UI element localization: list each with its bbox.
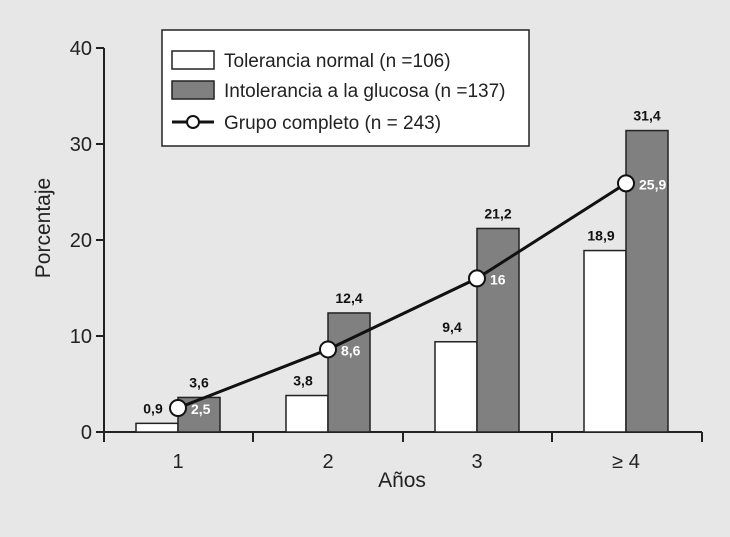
- bar-normal: [135, 422, 179, 433]
- y-tick-label: 30: [70, 134, 92, 156]
- y-axis-title: Porcentaje: [32, 178, 55, 278]
- bars: [135, 129, 669, 433]
- bar-normal: [285, 394, 329, 433]
- line-point-grupo: [319, 340, 337, 359]
- bar-intolerance-label: 21,2: [484, 205, 511, 221]
- x-tick-label: 3: [471, 451, 482, 473]
- legend-label: Intolerancia a la glucosa (n =137): [224, 81, 505, 102]
- legend-label: Tolerancia normal (n =106): [224, 51, 451, 72]
- x-tick-label: 2: [322, 451, 333, 473]
- y-tick-label: 10: [70, 326, 92, 348]
- bar-intolerance: [625, 129, 669, 433]
- line-point-label: 8,6: [341, 342, 361, 358]
- bar-intolerance-label: 12,4: [335, 290, 362, 306]
- bar-intolerance-label: 3,6: [189, 374, 209, 390]
- line-point-grupo: [169, 399, 187, 417]
- line-grupo-completo: [177, 182, 627, 410]
- legend: Tolerancia normal (n =106) Intolerancia a…: [161, 29, 530, 147]
- y-tick-label: 40: [70, 38, 92, 60]
- x-tick-label: ≥ 4: [612, 451, 640, 473]
- line-point-label: 16: [490, 271, 506, 287]
- legend-swatch-normal: [171, 50, 215, 70]
- legend-box: [161, 29, 530, 147]
- legend-swatch-marker: [186, 115, 200, 129]
- line-point-grupo: [617, 174, 635, 193]
- legend-swatch-intolerance: [171, 80, 215, 100]
- y-tick-label: 20: [70, 230, 92, 252]
- line-point-label: 25,9: [639, 176, 666, 192]
- x-axis-title: Años: [378, 469, 426, 492]
- series-line: [169, 174, 635, 417]
- line-point-label: 2,5: [191, 401, 211, 417]
- bar-normal: [583, 249, 627, 433]
- legend-label: Grupo completo (n = 243): [224, 113, 441, 134]
- line-point-grupo: [468, 269, 486, 288]
- bar-normal: [434, 341, 478, 433]
- bar-normal-label: 9,4: [442, 319, 462, 335]
- bar-normal-label: 18,9: [587, 228, 614, 244]
- ticks: 0 10 20 30 40 1 2 3 ≥ 4: [70, 38, 703, 473]
- x-tick-label: 1: [172, 451, 183, 473]
- bar-normal-label: 0,9: [143, 400, 163, 416]
- bar-intolerance-label: 31,4: [633, 108, 660, 124]
- y-tick-label: 0: [81, 422, 92, 444]
- bar-intolerance: [476, 227, 520, 433]
- bar-normal-label: 3,8: [293, 373, 313, 389]
- data-labels: 0,9 3,8 9,4 18,9 3,6 12,4 21,2 31,4 2,5 8,6 16 25,9: [143, 108, 666, 417]
